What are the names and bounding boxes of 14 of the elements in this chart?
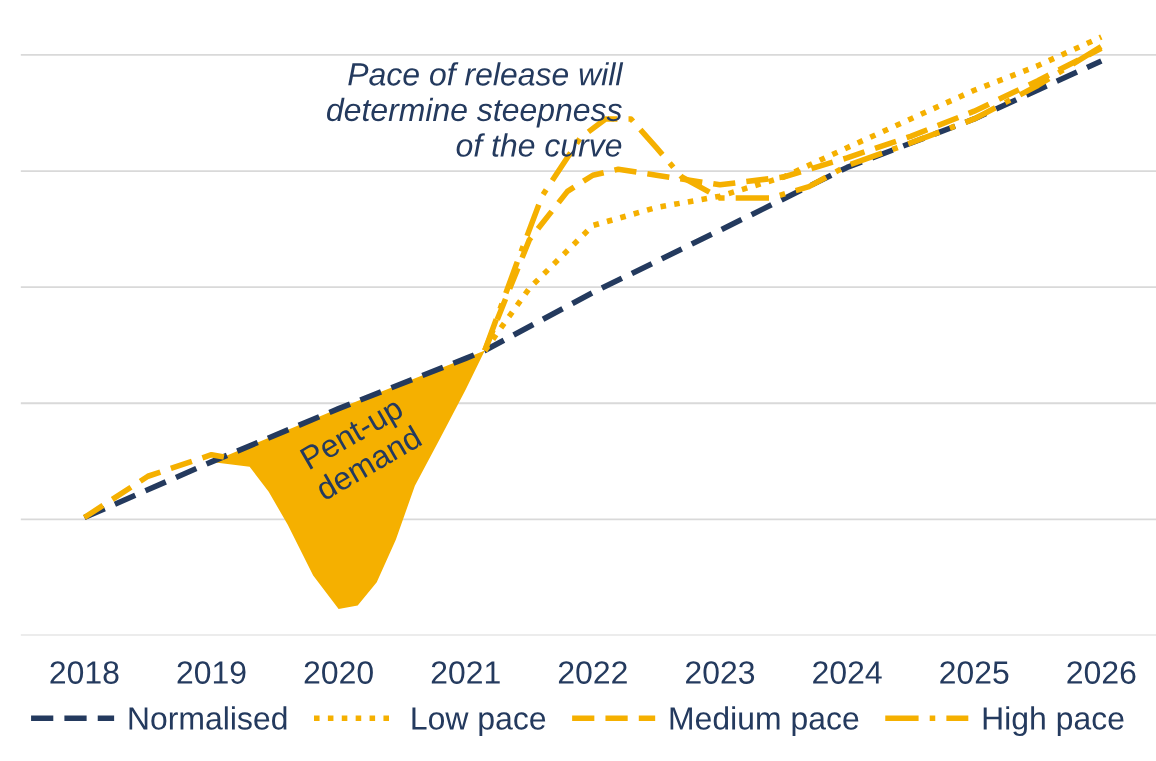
- x-tick-label: 2018: [50, 661, 119, 684]
- x-tick-label: 2026: [1067, 661, 1136, 684]
- legend-label: Normalised: [129, 706, 287, 730]
- x-tick-label: 2019: [177, 661, 246, 684]
- x-tick-label: 2023: [686, 661, 755, 684]
- x-tick-label: 2021: [431, 661, 500, 684]
- x-tick-label: 2024: [813, 661, 882, 684]
- x-tick-label: 2020: [304, 661, 373, 684]
- annotation: Pace of release will determine steepness of the curve: [327, 62, 624, 157]
- legend-label: Medium pace: [670, 706, 859, 737]
- x-tick-label: 2025: [940, 661, 1009, 684]
- legend-label: High pace: [983, 706, 1124, 737]
- legend-label: Low pace: [412, 707, 546, 737]
- x-tick-label: 2022: [558, 661, 627, 684]
